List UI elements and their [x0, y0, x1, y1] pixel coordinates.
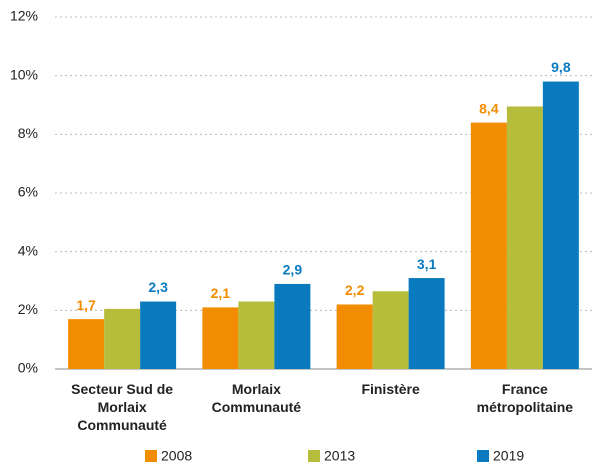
legend-label: 2013	[324, 448, 355, 464]
value-label: 8,4	[479, 100, 499, 116]
x-tick-label: Morlaix Communauté	[211, 381, 302, 415]
value-label: 2,3	[148, 279, 168, 295]
value-label: 2,2	[345, 282, 365, 298]
bar	[68, 319, 105, 369]
bar	[470, 122, 507, 369]
legend-label: 2008	[161, 448, 192, 464]
x-tick-label: Secteur Sud de Morlaix Communauté	[71, 381, 174, 433]
y-tick-label: 8%	[18, 125, 38, 141]
bar	[506, 106, 543, 369]
y-tick-label: 4%	[18, 242, 38, 258]
bar	[238, 301, 275, 369]
value-label: 2,9	[283, 262, 303, 278]
bar	[336, 304, 373, 369]
value-label: 9,8	[551, 59, 571, 75]
legend-swatch	[145, 450, 157, 462]
x-tick-label: Finistère	[361, 381, 420, 397]
legend-swatch	[477, 450, 489, 462]
bar	[542, 81, 579, 370]
y-tick-label: 12%	[10, 8, 38, 24]
legend-swatch	[308, 450, 320, 462]
bar	[274, 283, 311, 369]
value-label: 3,1	[417, 256, 437, 272]
y-tick-label: 2%	[18, 301, 38, 317]
bar	[104, 308, 141, 369]
bar	[202, 307, 239, 369]
value-label: 1,7	[76, 297, 96, 313]
bar	[140, 301, 177, 369]
bar	[408, 278, 445, 369]
y-tick-label: 10%	[10, 66, 38, 82]
legend-label: 2019	[493, 448, 524, 464]
y-tick-label: 6%	[18, 184, 38, 200]
x-tick-label: France métropolitaine	[476, 381, 574, 415]
y-tick-label: 0%	[18, 360, 38, 376]
value-label: 2,1	[211, 285, 231, 301]
bar	[372, 291, 409, 369]
